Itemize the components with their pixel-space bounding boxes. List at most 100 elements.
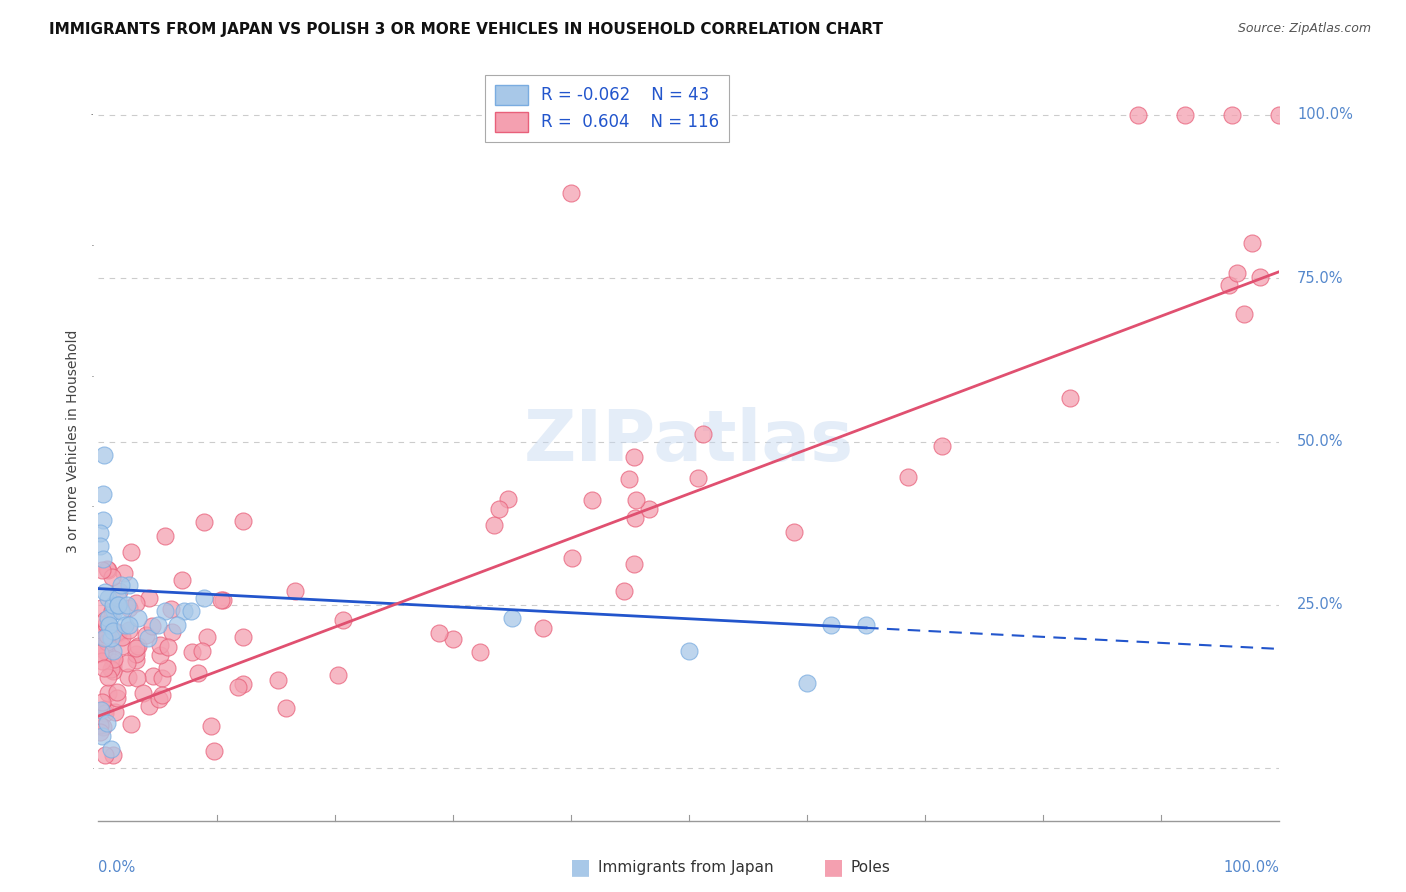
- Text: 75.0%: 75.0%: [1298, 270, 1344, 285]
- Point: [91, 487, 114, 501]
- Point: [107, 626, 129, 640]
- Point: [89, 717, 111, 731]
- Point: [1059, 391, 1081, 405]
- Point: [91, 513, 114, 527]
- Point: [170, 573, 193, 587]
- Point: [136, 631, 159, 645]
- Point: [118, 578, 141, 592]
- Point: [93, 613, 115, 627]
- Text: 0.0%: 0.0%: [98, 860, 135, 875]
- Point: [94, 701, 117, 715]
- Point: [98, 617, 121, 632]
- Point: [96, 715, 118, 730]
- Point: [115, 656, 138, 670]
- Point: [91, 729, 114, 743]
- Point: [1218, 278, 1240, 293]
- Point: [110, 578, 132, 592]
- Point: [180, 645, 202, 659]
- Point: [1126, 108, 1149, 122]
- Point: [104, 705, 127, 719]
- Point: [613, 583, 636, 598]
- Point: [427, 625, 450, 640]
- Point: [1249, 270, 1271, 285]
- Point: [796, 676, 818, 690]
- Point: [100, 741, 122, 756]
- Point: [191, 643, 214, 657]
- Point: [162, 624, 184, 639]
- Point: [166, 617, 188, 632]
- Text: Poles: Poles: [851, 860, 890, 874]
- Point: [180, 605, 202, 619]
- Point: [117, 670, 139, 684]
- Point: [103, 605, 125, 619]
- Point: [193, 515, 215, 529]
- Point: [149, 648, 172, 662]
- Point: [623, 557, 645, 571]
- Point: [89, 626, 111, 640]
- Point: [896, 470, 918, 484]
- Point: [1174, 108, 1197, 122]
- Point: [160, 602, 183, 616]
- Point: [96, 634, 118, 648]
- Point: [100, 604, 122, 618]
- Point: [101, 655, 124, 669]
- Point: [193, 591, 215, 606]
- Text: Source: ZipAtlas.com: Source: ZipAtlas.com: [1237, 22, 1371, 36]
- Text: 25.0%: 25.0%: [1298, 598, 1344, 613]
- Point: [148, 639, 170, 653]
- Point: [127, 611, 149, 625]
- Point: [105, 684, 128, 698]
- Point: [89, 724, 111, 739]
- Point: [820, 617, 842, 632]
- Point: [624, 493, 647, 508]
- Point: [97, 611, 120, 625]
- Point: [94, 706, 117, 721]
- Point: [488, 501, 510, 516]
- Text: Immigrants from Japan: Immigrants from Japan: [598, 860, 773, 874]
- Point: [90, 696, 112, 710]
- Point: [1220, 108, 1243, 122]
- Text: 50.0%: 50.0%: [1298, 434, 1344, 449]
- Point: [581, 493, 603, 508]
- Point: [284, 583, 307, 598]
- Point: [97, 591, 120, 606]
- Point: [125, 672, 148, 686]
- Point: [93, 747, 115, 762]
- Point: [561, 551, 583, 566]
- Point: [187, 665, 209, 680]
- Point: [560, 186, 582, 201]
- Point: [468, 645, 491, 659]
- Point: [89, 624, 111, 639]
- Point: [93, 660, 115, 674]
- Point: [692, 427, 714, 442]
- Point: [105, 691, 128, 706]
- Point: [232, 514, 254, 528]
- Point: [200, 719, 222, 733]
- Point: [125, 640, 148, 655]
- Point: [101, 570, 124, 584]
- Point: [98, 617, 121, 632]
- Point: [274, 700, 297, 714]
- Point: [150, 688, 173, 702]
- Text: ■: ■: [823, 857, 844, 877]
- Point: [138, 591, 160, 606]
- Point: [90, 639, 112, 653]
- Point: [156, 661, 179, 675]
- Point: [173, 605, 195, 619]
- Point: [93, 631, 115, 645]
- Point: [138, 699, 160, 714]
- Point: [100, 631, 122, 645]
- Point: [118, 617, 141, 632]
- Point: [100, 662, 122, 676]
- Point: [107, 598, 129, 612]
- Point: [638, 502, 661, 516]
- Point: [266, 673, 288, 688]
- Point: [146, 617, 169, 632]
- Point: [91, 654, 114, 668]
- Point: [501, 611, 523, 625]
- Point: [89, 646, 111, 660]
- Point: [157, 640, 180, 654]
- Point: [97, 686, 120, 700]
- Point: [232, 630, 254, 644]
- Point: [118, 600, 141, 615]
